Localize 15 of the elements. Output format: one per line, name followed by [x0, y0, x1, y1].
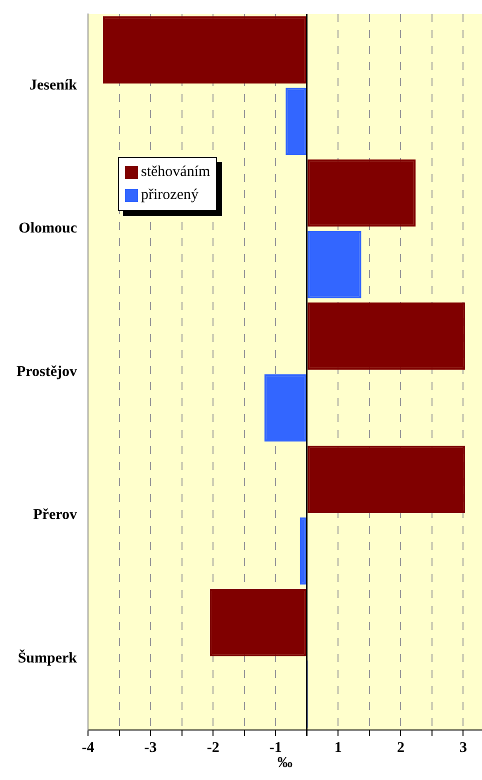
legend-label: stěhováním: [141, 164, 210, 181]
x-axis-title: ‰: [278, 754, 292, 771]
x-tick-label: 3: [459, 740, 467, 756]
y-tick-label: Prostějov: [16, 364, 78, 380]
x-tick-label: 2: [396, 740, 404, 756]
x-tick-label: -2: [206, 740, 220, 756]
x-tick-label: -3: [144, 740, 157, 756]
y-tick-label: Olomouc: [18, 220, 78, 237]
y-tick-label: Přerov: [33, 507, 78, 524]
x-tick-label: 1: [334, 740, 342, 756]
y-tick-label: Jeseník: [29, 77, 78, 94]
x-tick-label: -1: [269, 740, 282, 756]
x-tick-label: -4: [82, 740, 95, 756]
y-tick-label: Šumperk: [18, 648, 78, 666]
legend-label: přirozený: [141, 187, 198, 204]
